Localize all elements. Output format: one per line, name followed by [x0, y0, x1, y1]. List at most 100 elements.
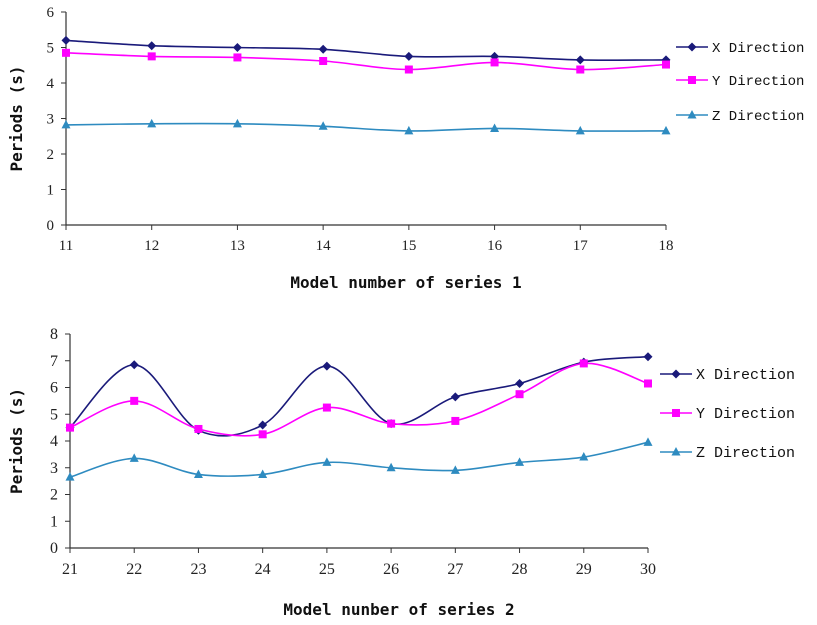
- chart-2-legend-label: Y Direction: [696, 406, 795, 423]
- chart-2-x-tick-label: 30: [640, 561, 656, 578]
- chart-1-data-point: [404, 125, 414, 135]
- chart-2-data-point: [65, 472, 75, 481]
- chart-2-y-tick-label: 0: [50, 540, 58, 557]
- chart-1-data-point: [661, 125, 671, 135]
- chart-1-data-point: [61, 119, 71, 129]
- chart-2-data-point: [129, 453, 139, 462]
- chart-2-data-point: [643, 437, 653, 446]
- chart-1-x-axis-title: Model number of series 1: [290, 273, 521, 292]
- chart-2-data-point: [194, 424, 203, 433]
- chart-1-y-tick-label: 1: [47, 183, 55, 199]
- chart-2-data-point: [515, 457, 525, 466]
- chart-1-legend-marker: [687, 42, 697, 52]
- chart-2-series-line: [69, 441, 649, 478]
- chart-1-data-point: [62, 48, 70, 57]
- chart-1-y-tick-label: 0: [47, 218, 55, 234]
- chart-1-legend-entry: Z Direction: [676, 109, 804, 125]
- chart-1-series-line: [65, 122, 667, 132]
- chart-2-series-line: [69, 355, 649, 437]
- chart-1-legend-label: Z Direction: [712, 109, 804, 125]
- chart-2-series-line: [69, 362, 649, 437]
- chart-2-x-tick-label: 28: [512, 561, 528, 578]
- chart-2-y-tick-label: 7: [50, 353, 58, 370]
- chart-2-y-axis-title: Periods (s): [7, 388, 26, 494]
- chart-1-data-point: [318, 121, 328, 130]
- chart-2-x-tick-label: 25: [319, 561, 335, 578]
- chart-2-data-point: [66, 423, 74, 432]
- chart-1-x-tick-label: 18: [659, 238, 674, 254]
- chart-1-x-tick-label: 12: [144, 238, 159, 254]
- chart-2-x-tick-label: 24: [255, 561, 271, 578]
- chart-1-data-point: [576, 65, 585, 74]
- chart-2-data-point: [258, 469, 268, 478]
- chart-1-series-2: [62, 48, 670, 74]
- chart-2-x-tick-label: 26: [383, 561, 399, 578]
- chart-1-legend-entry: Y Direction: [676, 74, 804, 90]
- chart-2-data-point: [258, 430, 267, 439]
- chart-2-data-point: [450, 465, 460, 474]
- chart-1-x-tick-label: 14: [316, 238, 332, 254]
- chart-2-data-point: [129, 360, 139, 370]
- chart-1-data-point: [233, 53, 242, 62]
- chart-2-data-point: [644, 379, 652, 388]
- chart-1-data-point: [661, 55, 671, 65]
- chart-1-legend-marker: [688, 76, 696, 84]
- chart-2-x-axis-title: Model nunber of series 2: [283, 600, 514, 619]
- chart-1-data-point: [404, 51, 414, 61]
- chart-2-data-point: [387, 419, 396, 428]
- chart-series-1: 0 1 2 3 4 5 6 11 12 13 14 15 16 17 18 Model number of s…: [0, 0, 817, 300]
- chart-2-data-point: [130, 396, 139, 405]
- chart-1-legend-label: X Direction: [712, 41, 804, 57]
- chart-1-data-point: [232, 118, 242, 128]
- chart-2-x-tick-label: 27: [447, 561, 463, 578]
- chart-2-y-tick-label: 6: [50, 380, 58, 397]
- chart-2-y-tick-label: 8: [50, 326, 58, 343]
- chart-1-series-line: [65, 52, 667, 71]
- chart-2-data-point: [258, 420, 268, 430]
- chart-1-data-point: [147, 41, 157, 51]
- chart-2-y-tick-label: 5: [50, 406, 58, 423]
- chart-2-x-tick-label: 29: [576, 561, 592, 578]
- chart-2-data-point: [515, 378, 525, 388]
- chart-1-series-line: [65, 39, 667, 61]
- chart-1-series-1: [61, 35, 671, 65]
- chart-1-legend-marker: [687, 110, 697, 119]
- chart-1-x-tick-label: 15: [401, 238, 416, 254]
- chart-2-data-point: [322, 361, 332, 371]
- chart-2-legend-entry: Z Direction: [660, 445, 795, 462]
- chart-1-x-tick-label: 17: [573, 238, 589, 254]
- chart-2-data-point: [579, 359, 588, 368]
- chart-2-y-tick-label: 4: [50, 433, 58, 450]
- chart-2-legend-label: X Direction: [696, 367, 795, 384]
- chart-2-data-point: [322, 457, 332, 466]
- chart-1-legend-entry: X Direction: [676, 41, 804, 57]
- chart-2-data-point: [322, 403, 331, 412]
- chart-2-data-point: [643, 352, 653, 362]
- chart-1-data-point: [575, 125, 585, 135]
- chart-2-y-tick-label: 1: [50, 513, 58, 530]
- chart-1-data-point: [318, 44, 328, 54]
- chart-1-y-tick-label: 4: [47, 76, 55, 92]
- chart-2-legend-entry: Y Direction: [660, 406, 795, 423]
- chart-2-data-point: [515, 390, 524, 399]
- chart-2-legend-label: Z Direction: [696, 445, 795, 462]
- chart-1-y-tick-label: 6: [47, 5, 55, 21]
- chart-1-y-tick-label: 2: [47, 147, 55, 163]
- chart-1-data-point: [662, 60, 670, 69]
- chart-2-legend-entry: X Direction: [660, 367, 795, 384]
- chart-1-data-point: [61, 35, 71, 45]
- chart-1-data-point: [319, 56, 328, 65]
- chart-1-y-axis-title: Periods (s): [7, 66, 26, 172]
- chart-series-2: 0 1 2 3 4 5 6 7 8 21 22 23 24 25 26 27 28 29 30 Model nunbe…: [0, 310, 817, 625]
- chart-2-series-1: [65, 352, 653, 437]
- chart-1-data-point: [232, 43, 242, 52]
- chart-1-y-tick-label: 3: [47, 112, 55, 128]
- chart-2-y-tick-label: 3: [50, 460, 58, 477]
- chart-1-y-tick-label: 5: [47, 41, 55, 57]
- chart-2-data-point: [193, 469, 203, 478]
- chart-2-series-3: [65, 437, 653, 481]
- chart-2-data-point: [451, 416, 460, 425]
- chart-1-x-tick-label: 13: [230, 238, 245, 254]
